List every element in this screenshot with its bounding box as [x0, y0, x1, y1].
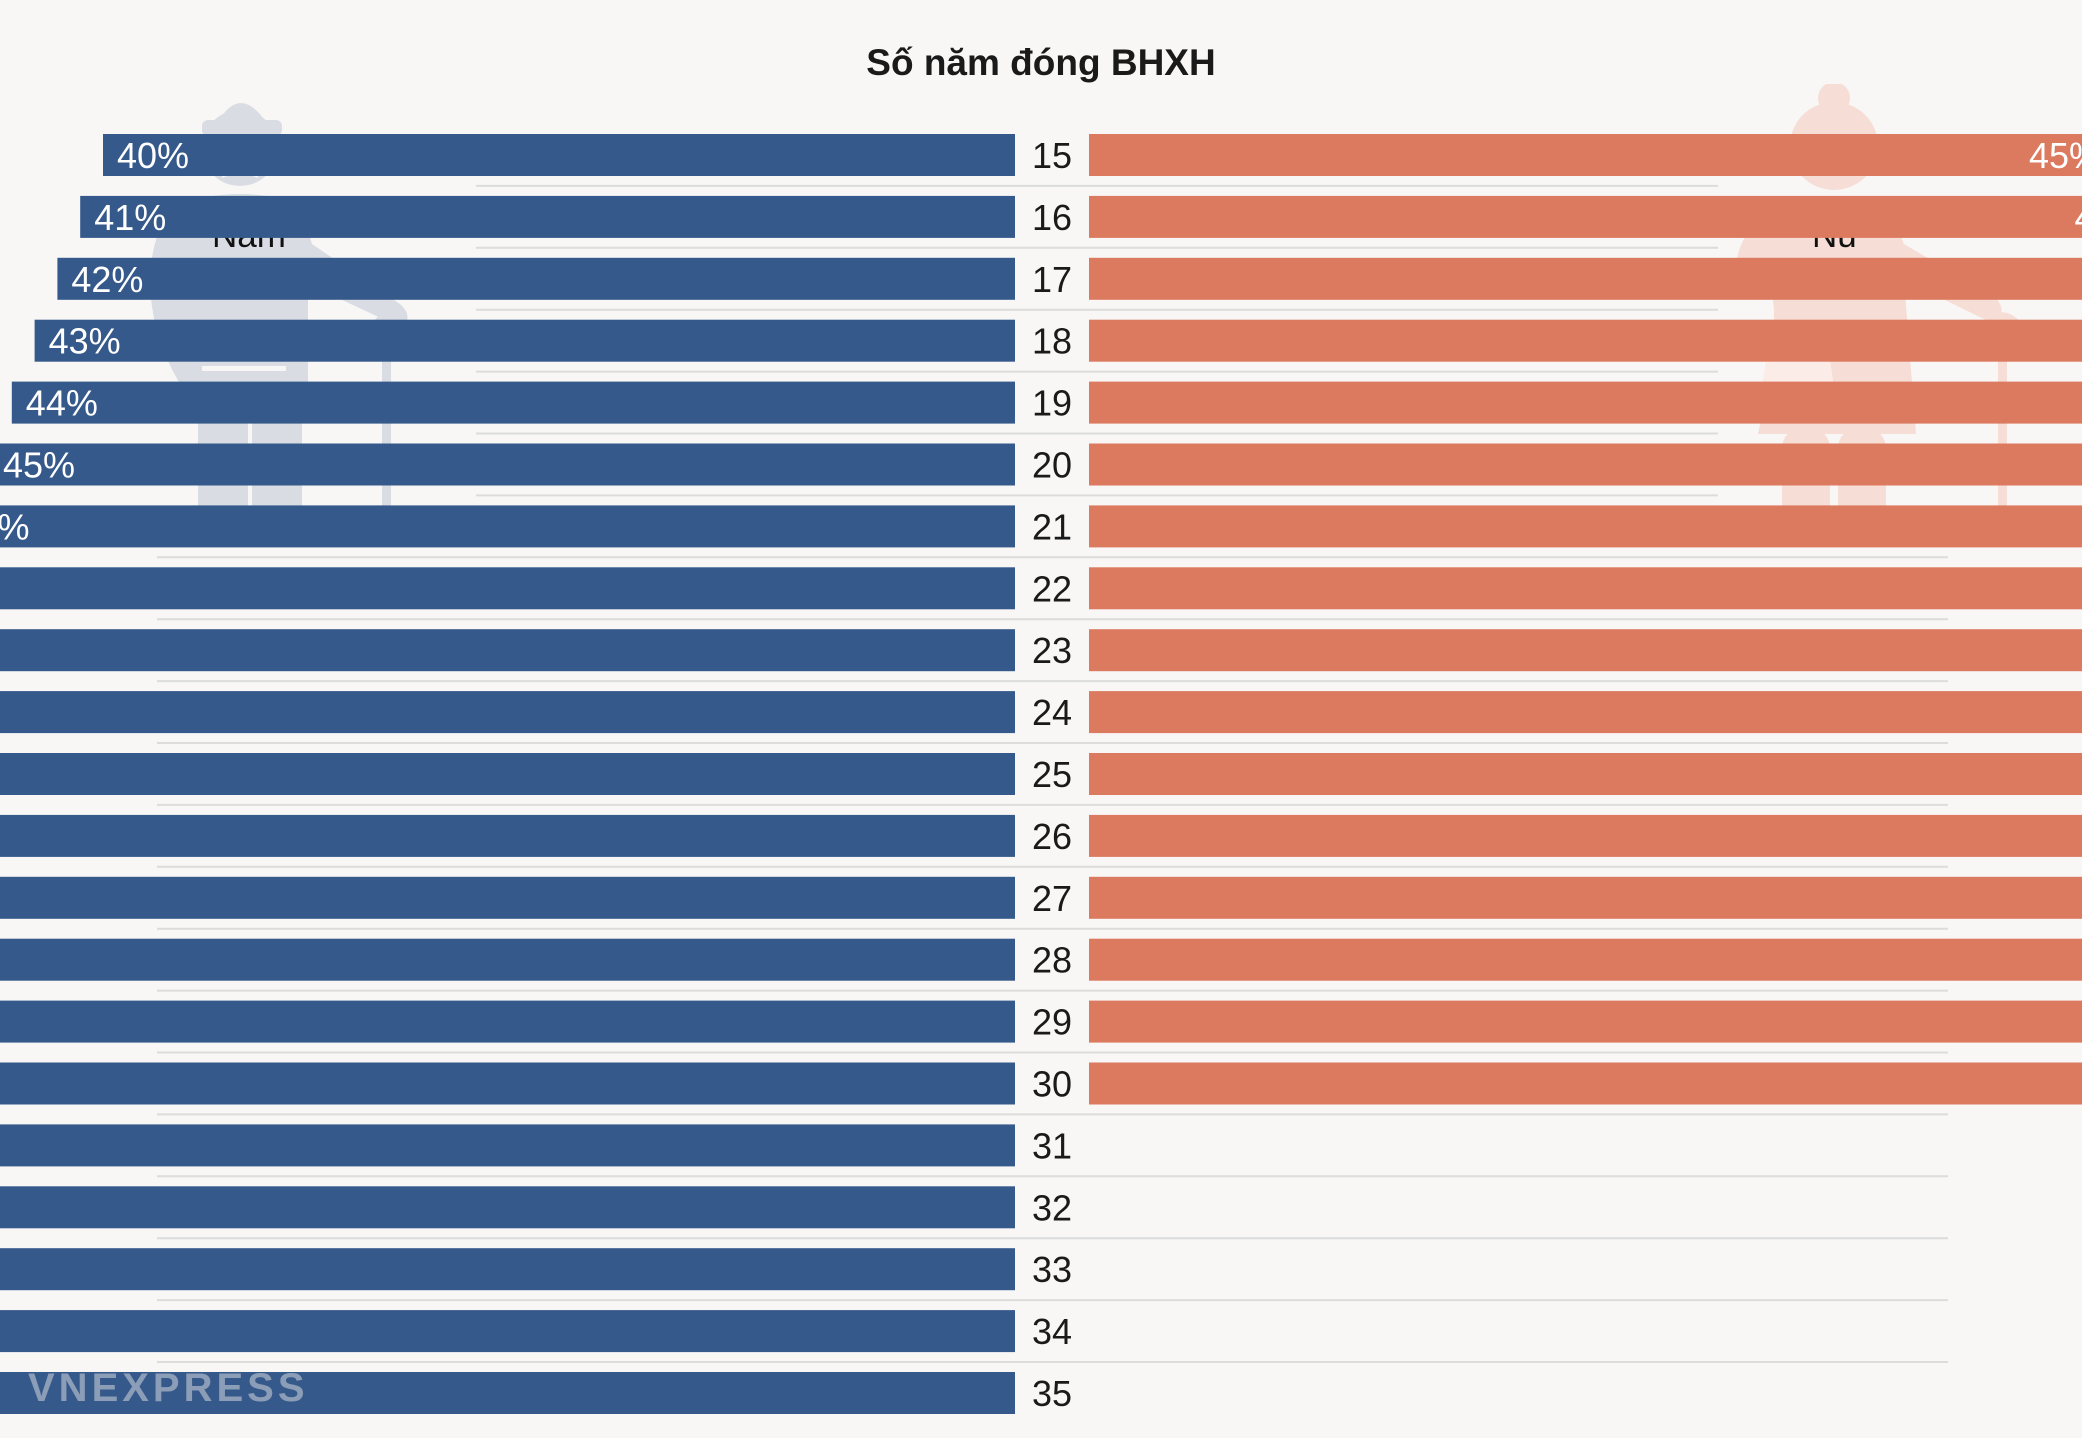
category-label: 16 — [1032, 197, 1072, 238]
female-bar — [1089, 814, 2082, 857]
male-bar — [0, 1124, 1015, 1167]
category-label: 18 — [1032, 321, 1072, 362]
category-label: 34 — [1032, 1311, 1072, 1352]
female-bar — [1089, 753, 2082, 795]
male-bar — [0, 753, 1015, 795]
vnexpress-watermark: VNEXPRESS — [28, 1366, 309, 1410]
male-bar-label: 40% — [117, 135, 189, 176]
category-label: 15 — [1032, 135, 1072, 176]
male-bar-label: 44% — [26, 383, 98, 424]
male-bar-label: 42% — [71, 259, 143, 300]
male-bar — [0, 443, 1015, 486]
category-label: 21 — [1032, 506, 1072, 547]
female-bar — [1089, 195, 2082, 238]
male-bar-label: 43% — [49, 321, 121, 362]
male-bar — [0, 1186, 1015, 1229]
male-bar — [0, 629, 1016, 672]
category-label: 30 — [1032, 1064, 1072, 1105]
category-label: 31 — [1032, 1125, 1072, 1166]
male-bar-label: 45% — [3, 445, 75, 486]
female-bar — [1089, 443, 2082, 486]
male-bar — [103, 134, 1015, 176]
male-bar — [11, 381, 1016, 424]
male-bar — [0, 938, 1016, 981]
male-bar — [0, 1062, 1015, 1105]
category-label: 32 — [1032, 1187, 1072, 1228]
male-bar — [0, 814, 1015, 857]
male-bar-label: 47% — [0, 506, 29, 547]
male-bar — [0, 1000, 1016, 1043]
category-label: 27 — [1032, 878, 1072, 919]
category-label: 33 — [1032, 1249, 1072, 1290]
male-bar-label: 41% — [94, 197, 166, 238]
male-bar — [57, 257, 1015, 300]
male-bar — [80, 195, 1015, 238]
category-label: 35 — [1032, 1373, 1072, 1414]
category-label: 28 — [1032, 940, 1072, 981]
category-label: 26 — [1032, 816, 1072, 857]
female-bar — [1089, 1000, 2082, 1043]
male-bar — [0, 876, 1015, 919]
female-bar-label: 47% — [2075, 197, 2082, 238]
female-bar — [1089, 1062, 2082, 1105]
female-bar — [1089, 257, 2082, 300]
female-bar — [1089, 505, 2082, 548]
category-label: 29 — [1032, 1002, 1072, 1043]
female-bar — [1089, 876, 2082, 919]
category-label: 17 — [1032, 259, 1072, 300]
male-bar — [34, 319, 1016, 362]
category-label: 25 — [1032, 754, 1072, 795]
category-label: 20 — [1032, 445, 1072, 486]
category-label: 23 — [1032, 630, 1072, 671]
female-bar — [1089, 629, 2082, 672]
category-label: 19 — [1032, 383, 1072, 424]
female-bar — [1089, 938, 2082, 981]
category-label: 22 — [1032, 568, 1072, 609]
female-bar — [1089, 567, 2082, 610]
female-bar — [1089, 381, 2082, 424]
category-label: 24 — [1032, 692, 1072, 733]
male-bar — [0, 505, 1015, 548]
female-bar-label: 45% — [2029, 135, 2082, 176]
male-bar — [0, 1372, 1015, 1414]
male-bar — [0, 1310, 1015, 1353]
male-bar — [0, 1248, 1016, 1291]
female-bar — [1089, 691, 2082, 734]
chart-title: Số năm đóng BHXH — [866, 42, 1216, 83]
female-bar — [1089, 319, 2082, 362]
female-bar — [1089, 134, 2082, 176]
male-bar — [0, 567, 1015, 610]
male-bar — [0, 691, 1016, 734]
